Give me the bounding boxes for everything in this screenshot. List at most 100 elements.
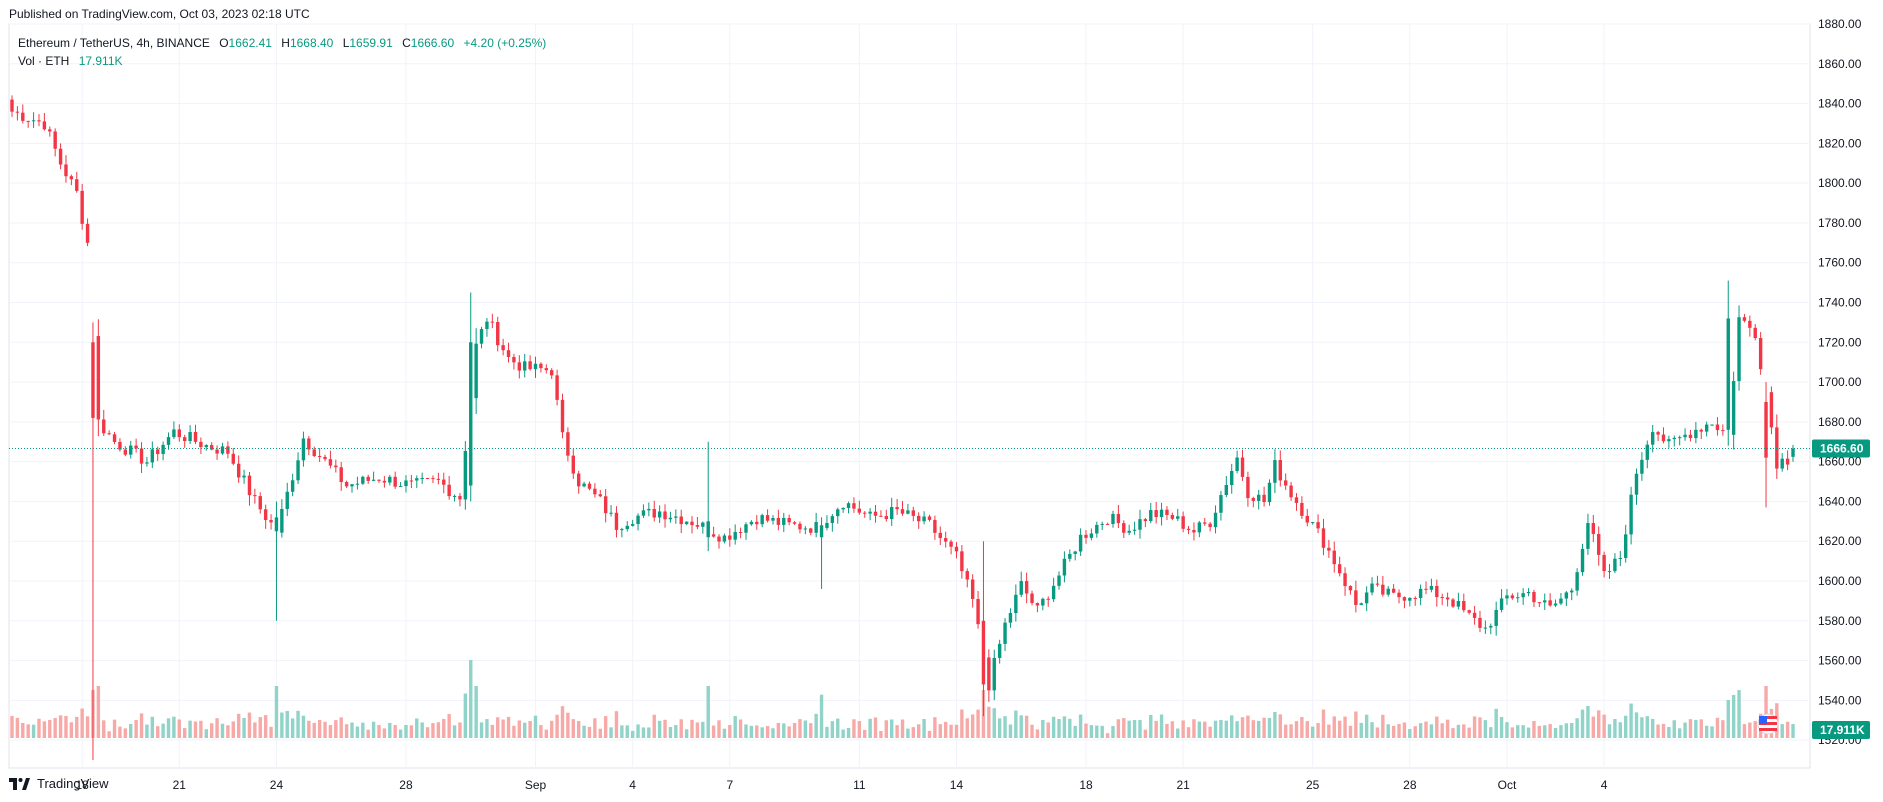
volume-bar [1024,715,1029,738]
volume-bar [1683,722,1687,738]
volume-bar [1057,718,1061,738]
volume-bar [965,718,969,738]
price-tick-label: 1560.00 [1818,654,1862,668]
volume-bar [1408,728,1412,738]
candle-body [1499,598,1504,610]
volume-bar [258,717,262,738]
volume-bar [1321,709,1326,738]
volume-label[interactable]: Vol · ETH [18,54,70,68]
volume-bar [285,710,289,738]
candle-body [204,445,208,448]
volume-bar [587,726,592,738]
volume-bar [1316,723,1320,738]
candle-body [1548,600,1552,606]
volume-bar [922,718,926,738]
volume-bar [523,722,527,738]
candle-body [1170,514,1175,519]
candle-body [1219,495,1223,513]
volume-bar [512,725,516,738]
candle-body [1332,550,1336,565]
volume-bar [1305,721,1309,738]
volume-bar [1710,726,1714,738]
time-tick-label: 21 [173,778,187,792]
candle-body [652,508,656,518]
candle-body [350,484,354,487]
candle-body [787,517,791,523]
volume-bar [1251,720,1256,738]
candle-body [1111,513,1115,525]
change-value: +4.20 (+0.25%) [463,36,547,50]
volume-bar [1359,722,1363,738]
volume-bar [1030,724,1034,738]
candle-body [922,516,926,522]
volume-bar [1100,725,1104,738]
volume-bar [846,727,851,738]
candle-body [1262,494,1266,503]
volume-bar [782,723,786,738]
symbol-description[interactable]: Ethereum / TetherUS, 4h, BINANCE [18,36,210,50]
volume-bar [420,722,424,738]
volume-bar [906,728,910,738]
candle-body [1418,588,1423,599]
candle-body [85,223,90,243]
candle-body [436,478,441,480]
volume-bar [933,717,937,738]
volume-bar [1381,714,1385,738]
candle-body [571,455,575,474]
volume-bar [166,718,171,738]
price-tick-label: 1540.00 [1818,693,1862,707]
volume-bar [1580,709,1585,738]
volume-bar [496,717,500,738]
volume-bar [1257,721,1261,738]
candle-body [1451,599,1455,607]
candle-body [452,495,457,497]
candle-body [463,451,468,500]
candle-body [193,432,198,442]
volume-bar [469,660,473,738]
candle-body [1753,327,1757,339]
volume-bar [21,722,25,738]
candle-body [1095,524,1099,534]
time-tick-label: Oct [1498,778,1517,792]
volume-bar [26,724,30,738]
price-axis[interactable]: 1520.001540.001560.001580.001600.001620.… [1818,17,1862,747]
footer-brand[interactable]: TradingView [9,776,109,791]
candle-body [1224,485,1229,496]
volume-bar [1472,716,1477,738]
candle-body [987,657,991,691]
time-axis[interactable]: 18 21 24 28 Sep 4 7 11 14 18 21 25 28 Oct 4 [75,778,1607,792]
candle-body [1024,581,1029,594]
price-tick-label: 1820.00 [1818,136,1862,150]
candle-body [1375,583,1380,585]
volume-bar [533,715,538,738]
volume-bar [1176,728,1180,738]
volume-bar [1035,729,1040,738]
volume-bar [733,716,737,738]
volume-bar [1661,723,1666,738]
us-flag-icon[interactable] [1757,713,1779,735]
candle-body [1132,529,1137,531]
candle-body [1731,381,1736,435]
volume-bar [1348,725,1353,738]
candle-body [1472,612,1477,618]
candle-body [485,321,489,330]
time-tick-label: 7 [726,778,733,792]
candle-body [1035,603,1040,606]
volume-bar [1694,719,1698,738]
candle-body [1618,557,1623,559]
candle-body [1607,571,1612,573]
volume-bar [792,722,797,738]
volume-bar [582,725,586,738]
volume-bar [1062,716,1067,738]
volume-bar [1003,716,1007,738]
volume-bar [150,716,155,738]
volume-bar [803,720,808,738]
volume-bar [900,719,905,738]
candle-body [129,445,133,455]
candle-body [1785,458,1790,465]
volume-bar [339,717,343,738]
volume-bar [825,726,829,738]
candle-body [247,475,252,496]
volume-bar [1224,720,1229,738]
